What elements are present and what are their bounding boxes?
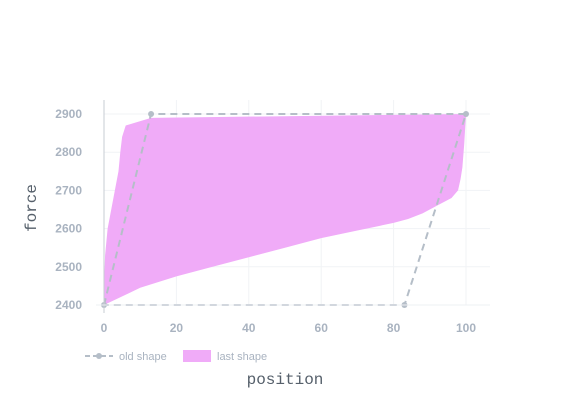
last-shape-area [104,114,466,305]
legend-item-old-shape[interactable]: old shape [85,351,167,363]
y-tick-label: 2400 [55,298,82,312]
legend-old-shape-marker [96,353,102,359]
y-tick-label: 2700 [55,183,82,197]
y-tick-label: 2600 [55,222,82,236]
x-axis-title: position [247,371,324,389]
y-tick-label: 2500 [55,260,82,274]
y-tick-label: 2800 [55,145,82,159]
old-shape-marker [463,111,469,117]
legend[interactable]: old shape last shape [85,350,267,363]
legend-old-shape-label: old shape [119,351,167,363]
legend-item-last-shape[interactable]: last shape [183,350,267,363]
tick-labels: 0 20 40 60 80 100 2400 2500 2600 2700 2800 2900 [55,107,476,335]
y-axis-title: force [23,184,41,232]
x-tick-label: 80 [387,321,401,335]
legend-last-shape-swatch [183,350,211,362]
axes [96,100,490,313]
x-tick-label: 0 [101,321,108,335]
legend-last-shape-label: last shape [217,351,267,363]
x-tick-label: 40 [242,321,256,335]
x-tick-label: 60 [315,321,329,335]
series-layer [101,111,469,308]
old-shape-marker [148,111,155,117]
x-tick-label: 100 [456,321,476,335]
x-tick-label: 20 [170,321,184,335]
y-tick-label: 2900 [55,107,82,121]
